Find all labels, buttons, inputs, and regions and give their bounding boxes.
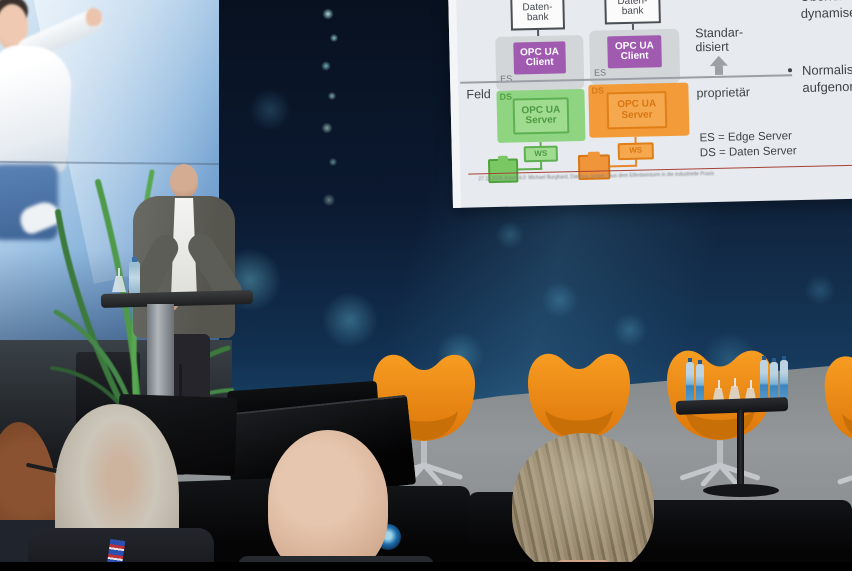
photo-border	[0, 562, 852, 571]
ws-box-orange: WS	[617, 142, 654, 161]
proprietaer-label: proprietär	[696, 85, 751, 101]
audience-head-3	[268, 430, 388, 571]
connector	[606, 164, 637, 168]
ws-box-green: WS	[523, 145, 559, 163]
side-table-base	[703, 484, 779, 497]
standardisiert-label: Standar- disiert	[694, 25, 744, 55]
water-bottle	[770, 358, 778, 402]
child-hand	[86, 8, 102, 26]
arrow-up-icon	[709, 55, 728, 67]
bullet-item: Überführu dynamise	[800, 0, 852, 22]
connector	[514, 167, 543, 171]
water-bottle	[696, 360, 704, 402]
arrow-up-icon-stem	[714, 65, 724, 75]
ds-label: DS	[591, 85, 605, 96]
ds-label: DS	[499, 91, 513, 102]
speaker-head	[170, 164, 198, 198]
legend-ds: DS = Daten Server	[699, 145, 797, 160]
audience-chair-back	[638, 500, 852, 571]
bullet-item: Normalis aufgenor	[787, 61, 852, 96]
water-bottle	[129, 257, 140, 294]
water-glass	[112, 268, 126, 294]
opcua-server-box-green: OPC UA Server	[512, 97, 570, 135]
opcua-client-box: OPC UA Client	[513, 41, 567, 75]
es-label: ES	[593, 67, 607, 78]
water-bottle	[686, 358, 694, 402]
datenbank-box: Daten- bank	[510, 0, 566, 31]
es-label: ES	[500, 73, 513, 84]
feld-label: Feld	[466, 87, 491, 102]
audience-head-4	[512, 433, 654, 571]
bullet-dot	[787, 68, 793, 73]
datenbank-box: Daten- bank	[604, 0, 661, 25]
orange-chair-4	[812, 334, 852, 490]
opcua-server-box-orange: OPC UA Server	[606, 91, 668, 130]
legend-es: ES = Edge Server	[699, 130, 793, 145]
water-bottle	[760, 356, 768, 402]
opcua-client-box: OPC UA Client	[607, 35, 662, 69]
water-bottle	[780, 356, 788, 402]
side-table-pole	[737, 410, 744, 488]
presentation-screen: Daten- bank ES OPC UA Client DS OPC UA S…	[448, 0, 852, 208]
